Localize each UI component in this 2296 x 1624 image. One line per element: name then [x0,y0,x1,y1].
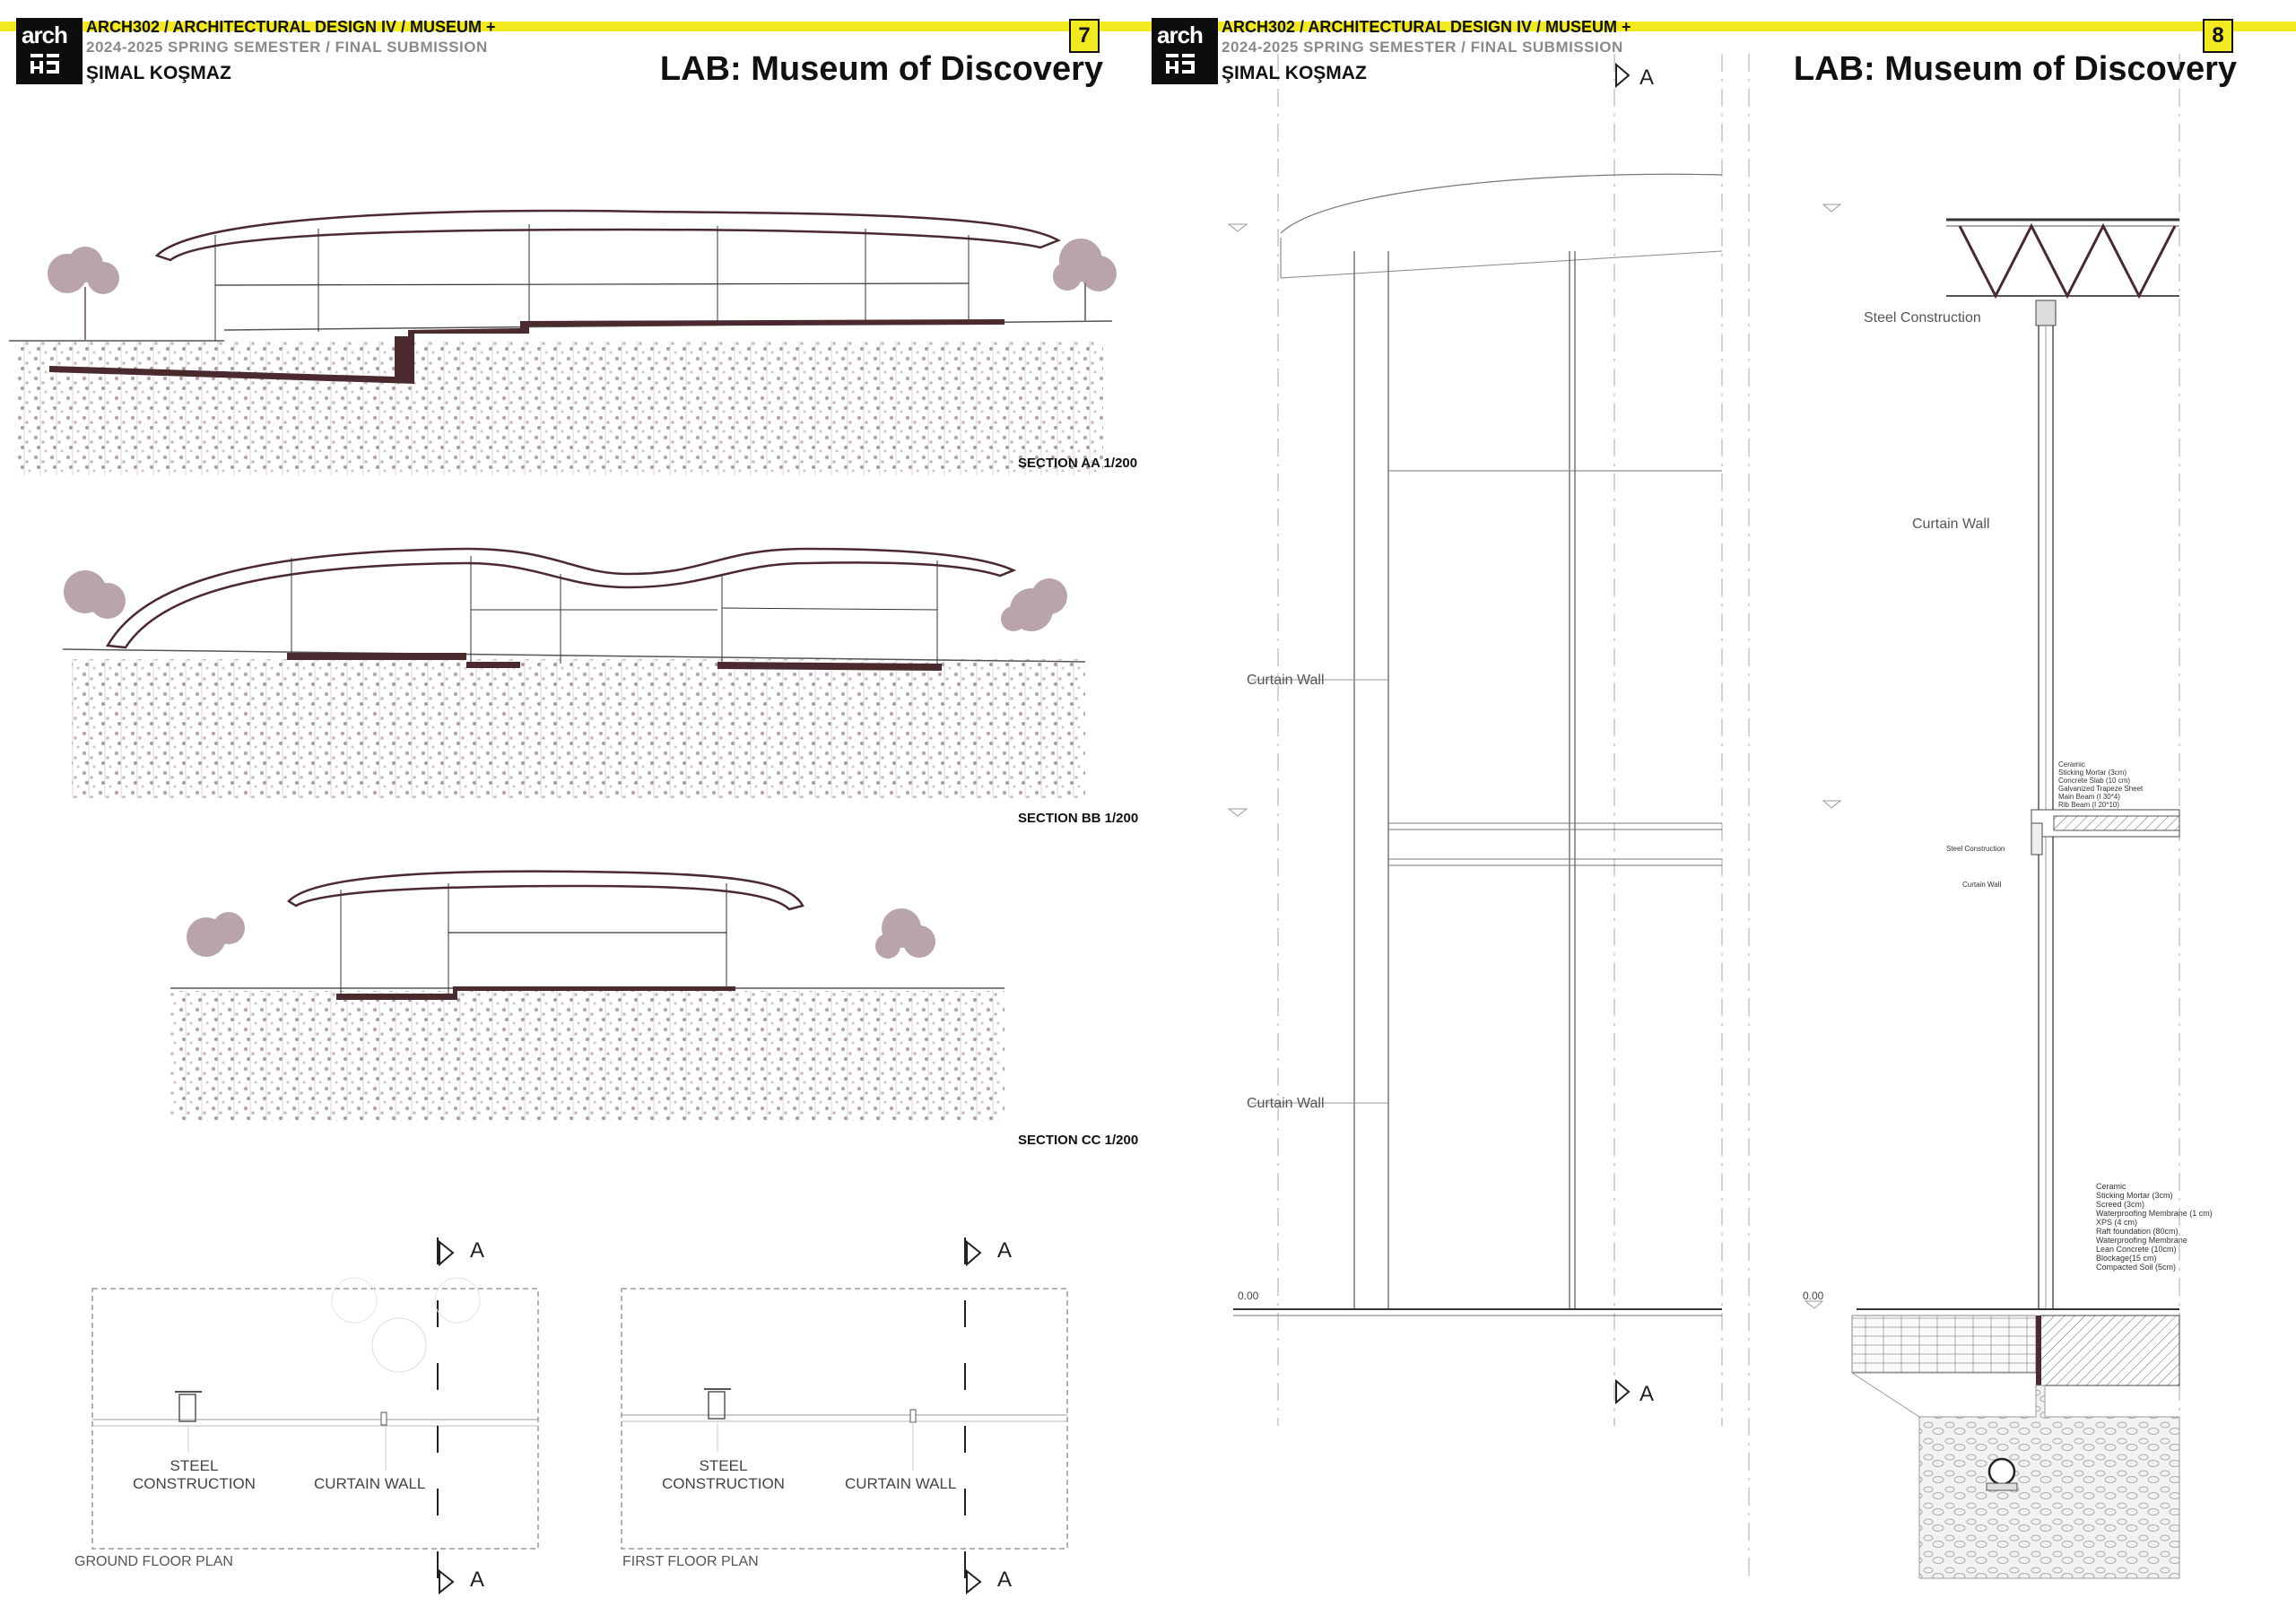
detail-small-steel-label: Steel Construction [1946,845,2005,853]
section-bb-label: SECTION BB 1/200 [1018,811,1139,826]
section-cc-roof [287,870,804,911]
page-title: LAB: Museum of Discovery [1793,50,2237,88]
plan1-section-marker-bottom: A [470,1568,485,1592]
section-cc-vegetation [170,991,1004,1121]
section-cc-slab [336,986,735,1000]
plan2-section-marker-bottom: A [997,1568,1013,1592]
section-bb [62,547,1086,798]
elevation-marker-bottom: A [1639,1382,1655,1406]
elevation-curtain-wall-label-1: Curtain Wall [1247,673,1325,688]
elevation-marker-top: A [1639,65,1655,90]
header-accent-line [1148,22,2296,31]
plan1-steel-label: STEEL CONSTRUCTION [133,1457,256,1492]
detail-steel-construction-label: Steel Construction [1864,310,1981,326]
curtain-wall-elevation [1227,54,1723,1426]
page-number: 8 [2203,19,2233,53]
plan2-section-marker-top: A [997,1238,1013,1263]
sheet-page-7: arch ARCH302 / ARCHITECTURAL DESIGN IV /… [0,18,1148,1596]
ground-layers-list: Ceramic Sticking Mortar (3cm) Screed (3c… [2096,1182,2213,1272]
semester-text: 2024-2025 SPRING SEMESTER / FINAL SUBMIS… [1222,39,1623,56]
sheet-page-8: arch ARCH302 / ARCHITECTURAL DESIGN IV /… [1148,0,2296,1624]
first-floor-plan [621,1238,1068,1596]
plan2-steel-label: STEEL CONSTRUCTION [662,1457,785,1492]
plan2-curtain-label: CURTAIN WALL [845,1475,957,1492]
elevation-curtain-wall-label-2: Curtain Wall [1247,1096,1325,1111]
wall-detail-section [1748,54,2180,1579]
section-cc-label: SECTION CC 1/200 [1018,1133,1139,1148]
author-name: ŞIMAL KOŞMAZ [1222,63,1367,83]
arch-logo: arch [16,18,83,84]
author-name: ŞIMAL KOŞMAZ [86,63,231,83]
course-title: ARCH302 / ARCHITECTURAL DESIGN IV / MUSE… [86,18,496,36]
page-number: 7 [1069,19,1100,53]
section-bb-roof [105,547,1017,649]
section-bb-slab [718,662,942,671]
logo-mark-icon [1166,54,1195,74]
elevation-level-label: 0.00 [1238,1290,1259,1302]
course-title: ARCH302 / ARCHITECTURAL DESIGN IV / MUSE… [1222,18,1631,36]
detail-small-curtain-label: Curtain Wall [1962,881,2002,889]
ground-floor-plan [91,1238,539,1596]
section-aa-slab [49,319,1004,384]
sections-drawing [9,209,1117,1596]
detail-curtain-wall-label: Curtain Wall [1912,517,1990,532]
first-floor-plan-title: FIRST FLOOR PLAN [622,1554,759,1569]
section-bb-vegetation [72,659,1085,798]
section-aa-vegetation [18,341,1103,475]
logo-text: arch [1157,22,1204,48]
section-cc [170,870,1004,1121]
logo-text: arch [22,22,68,48]
section-aa-roof [154,209,1061,262]
arch-logo: arch [1152,18,1218,84]
page-title: LAB: Museum of Discovery [659,50,1103,88]
logo-mark-icon [30,54,59,74]
ground-floor-plan-title: GROUND FLOOR PLAN [74,1554,233,1569]
semester-text: 2024-2025 SPRING SEMESTER / FINAL SUBMIS… [86,39,488,56]
plan1-section-marker-top: A [470,1238,485,1263]
section-aa-label: SECTION AA 1/200 [1018,456,1138,471]
header-accent-line [0,22,1148,31]
plan1-curtain-label: CURTAIN WALL [314,1475,426,1492]
floor-layers-list: Ceramic Sticking Mortar (3cm) Concrete S… [2058,760,2144,809]
section-aa [9,209,1117,475]
wall-section-drawing [1227,54,2180,1579]
detail-level-label: 0.00 [1803,1290,1824,1302]
